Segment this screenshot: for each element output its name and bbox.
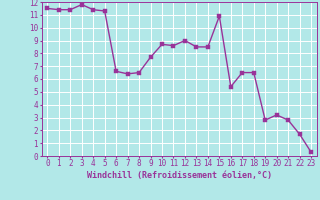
X-axis label: Windchill (Refroidissement éolien,°C): Windchill (Refroidissement éolien,°C)	[87, 171, 272, 180]
